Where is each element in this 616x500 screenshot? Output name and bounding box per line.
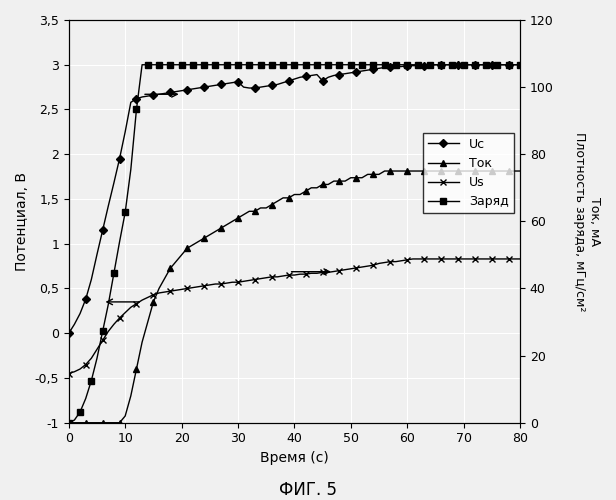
- Y-axis label: Ток, мА
Плотность заряда, мГц/см²: Ток, мА Плотность заряда, мГц/см²: [573, 132, 601, 311]
- Y-axis label: Потенциал, В: Потенциал, В: [15, 172, 29, 271]
- X-axis label: Время (с): Время (с): [260, 451, 329, 465]
- Legend: Uc, Ток, Us, Заряд: Uc, Ток, Us, Заряд: [423, 132, 514, 214]
- Text: ФИГ. 5: ФИГ. 5: [279, 481, 337, 499]
